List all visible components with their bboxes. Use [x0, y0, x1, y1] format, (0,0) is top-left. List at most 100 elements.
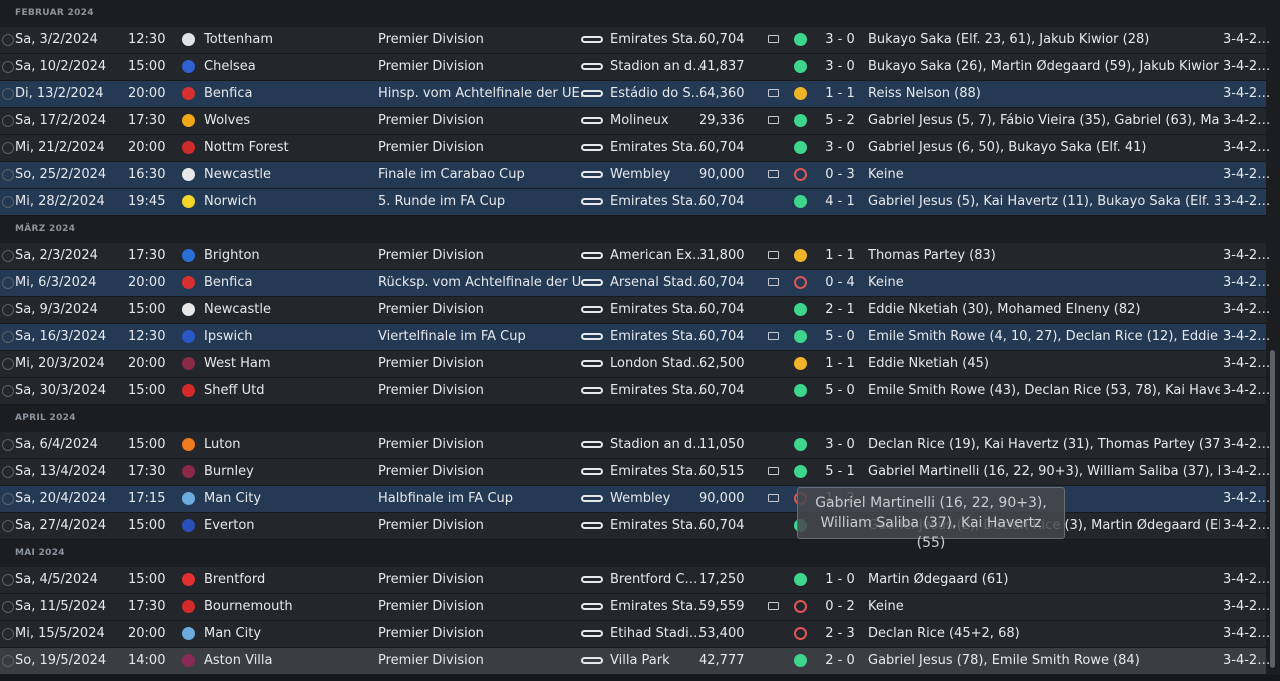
fixture-row[interactable]: Sa, 6/4/2024 15:00 Luton Premier Division St… [0, 432, 1270, 459]
time: 15:00 [128, 518, 166, 533]
competition[interactable]: Premier Division [378, 302, 484, 317]
opponent[interactable]: Wolves [204, 113, 251, 128]
result[interactable]: 5 - 0 [825, 383, 855, 398]
opponent[interactable]: Man City [204, 626, 262, 641]
stadium: Arsenal Stad… [610, 275, 706, 290]
competition[interactable]: Halbfinale im FA Cup [378, 491, 514, 506]
competition[interactable]: Premier Division [378, 140, 484, 155]
result[interactable]: 1 - 1 [825, 86, 855, 101]
competition[interactable]: Premier Division [378, 113, 484, 128]
result-indicator [794, 60, 807, 73]
opponent[interactable]: Norwich [204, 194, 257, 209]
fixture-row[interactable]: Sa, 27/4/2024 15:00 Everton Premier Divisio… [0, 513, 1270, 540]
competition[interactable]: Premier Division [378, 572, 484, 587]
opponent[interactable]: Newcastle [204, 167, 271, 182]
result[interactable]: 0 - 2 [825, 599, 855, 614]
fixture-row[interactable]: Mi, 21/2/2024 20:00 Nottm Forest Premier Di… [0, 135, 1270, 162]
result[interactable]: 5 - 0 [825, 329, 855, 344]
competition[interactable]: Premier Division [378, 383, 484, 398]
attendance: 60,704 [699, 302, 745, 317]
result[interactable]: 5 - 1 [825, 464, 855, 479]
result[interactable]: 0 - 3 [825, 167, 855, 182]
fixture-row[interactable]: Sa, 17/2/2024 17:30 Wolves Premier Division… [0, 108, 1270, 135]
result[interactable]: 4 - 1 [825, 194, 855, 209]
opponent[interactable]: Newcastle [204, 302, 271, 317]
opponent[interactable]: Benfica [204, 86, 253, 101]
result[interactable]: 3 - 0 [825, 59, 855, 74]
formation: 3-4-2… [1223, 113, 1271, 128]
fixture-row[interactable]: Sa, 10/2/2024 15:00 Chelsea Premier Divisio… [0, 54, 1270, 81]
fixture-row[interactable]: Mi, 15/5/2024 20:00 Man City Premier Divisi… [0, 621, 1270, 648]
time: 17:30 [128, 113, 166, 128]
fixture-row[interactable]: Mi, 6/3/2024 20:00 Benfica Rücksp. vom Acht… [0, 270, 1270, 297]
result[interactable]: 3 - 0 [825, 140, 855, 155]
opponent[interactable]: Ipswich [204, 329, 253, 344]
result[interactable]: 1 - 0 [825, 572, 855, 587]
fixture-row[interactable]: Sa, 20/4/2024 17:15 Man City Halbfinale im … [0, 486, 1270, 513]
competition[interactable]: Finale im Carabao Cup [378, 167, 525, 182]
opponent[interactable]: Burnley [204, 464, 254, 479]
result[interactable]: 2 - 0 [825, 653, 855, 668]
competition[interactable]: Premier Division [378, 464, 484, 479]
fixture-row[interactable]: Sa, 3/2/2024 12:30 Tottenham Premier Divisi… [0, 27, 1270, 54]
time: 15:00 [128, 572, 166, 587]
check-icon [2, 142, 14, 154]
fixture-row[interactable]: Mi, 20/3/2024 20:00 West Ham Premier Divisi… [0, 351, 1270, 378]
competition[interactable]: Premier Division [378, 626, 484, 641]
competition[interactable]: Premier Division [378, 653, 484, 668]
stadium: London Stad… [610, 356, 705, 371]
opponent[interactable]: Aston Villa [204, 653, 273, 668]
competition[interactable]: Premier Division [378, 599, 484, 614]
fixture-row[interactable]: Di, 13/2/2024 20:00 Benfica Hinsp. vom Acht… [0, 81, 1270, 108]
competition[interactable]: Premier Division [378, 356, 484, 371]
opponent[interactable]: Luton [204, 437, 241, 452]
opponent[interactable]: Tottenham [204, 32, 273, 47]
opponent[interactable]: West Ham [204, 356, 271, 371]
competition[interactable]: Premier Division [378, 437, 484, 452]
competition[interactable]: 5. Runde im FA Cup [378, 194, 506, 209]
fixture-row[interactable]: Sa, 2/3/2024 17:30 Brighton Premier Divisio… [0, 243, 1270, 270]
fixture-row[interactable]: Sa, 4/5/2024 15:00 Brentford Premier Divisi… [0, 567, 1270, 594]
opponent[interactable]: Brentford [204, 572, 266, 587]
club-crest [182, 438, 195, 451]
result[interactable]: 5 - 2 [825, 113, 855, 128]
opponent[interactable]: Bournemouth [204, 599, 293, 614]
time: 12:30 [128, 329, 166, 344]
time: 19:45 [128, 194, 166, 209]
attendance: 11,050 [699, 437, 745, 452]
fixture-row[interactable]: Sa, 16/3/2024 12:30 Ipswich Viertelfinale i… [0, 324, 1270, 351]
competition[interactable]: Hinsp. vom Achtelfinale der UE… [378, 86, 593, 101]
opponent[interactable]: Everton [204, 518, 255, 533]
fixture-row[interactable]: So, 19/5/2024 14:00 Aston Villa Premier Div… [0, 648, 1270, 675]
result[interactable]: 0 - 4 [825, 275, 855, 290]
result[interactable]: 2 - 1 [825, 302, 855, 317]
opponent[interactable]: Man City [204, 491, 262, 506]
competition[interactable]: Rücksp. vom Achtelfinale der U… [378, 275, 595, 290]
result-indicator [794, 33, 807, 46]
result[interactable]: 2 - 3 [825, 626, 855, 641]
opponent[interactable]: Benfica [204, 275, 253, 290]
opponent[interactable]: Nottm Forest [204, 140, 289, 155]
fixture-row[interactable]: Sa, 13/4/2024 17:30 Burnley Premier Divisio… [0, 459, 1270, 486]
result[interactable]: 3 - 0 [825, 32, 855, 47]
fixture-row[interactable]: Sa, 9/3/2024 15:00 Newcastle Premier Divisi… [0, 297, 1270, 324]
fixture-row[interactable]: Sa, 11/5/2024 17:30 Bournemouth Premier Div… [0, 594, 1270, 621]
competition[interactable]: Viertelfinale im FA Cup [378, 329, 526, 344]
result[interactable]: 3 - 0 [825, 437, 855, 452]
formation: 3-4-2… [1223, 356, 1271, 371]
opponent[interactable]: Brighton [204, 248, 260, 263]
competition[interactable]: Premier Division [378, 518, 484, 533]
result[interactable]: 1 - 1 [825, 248, 855, 263]
competition[interactable]: Premier Division [378, 248, 484, 263]
fixture-row[interactable]: So, 25/2/2024 16:30 Newcastle Finale im Car… [0, 162, 1270, 189]
tv-icon [768, 35, 779, 43]
stadium-icon [581, 252, 603, 259]
opponent[interactable]: Chelsea [204, 59, 256, 74]
competition[interactable]: Premier Division [378, 59, 484, 74]
competition[interactable]: Premier Division [378, 32, 484, 47]
fixture-row[interactable]: Mi, 28/2/2024 19:45 Norwich 5. Runde im FA … [0, 189, 1270, 216]
scrollbar[interactable] [1270, 350, 1275, 668]
result[interactable]: 1 - 1 [825, 356, 855, 371]
opponent[interactable]: Sheff Utd [204, 383, 265, 398]
fixture-row[interactable]: Sa, 30/3/2024 15:00 Sheff Utd Premier Divis… [0, 378, 1270, 405]
